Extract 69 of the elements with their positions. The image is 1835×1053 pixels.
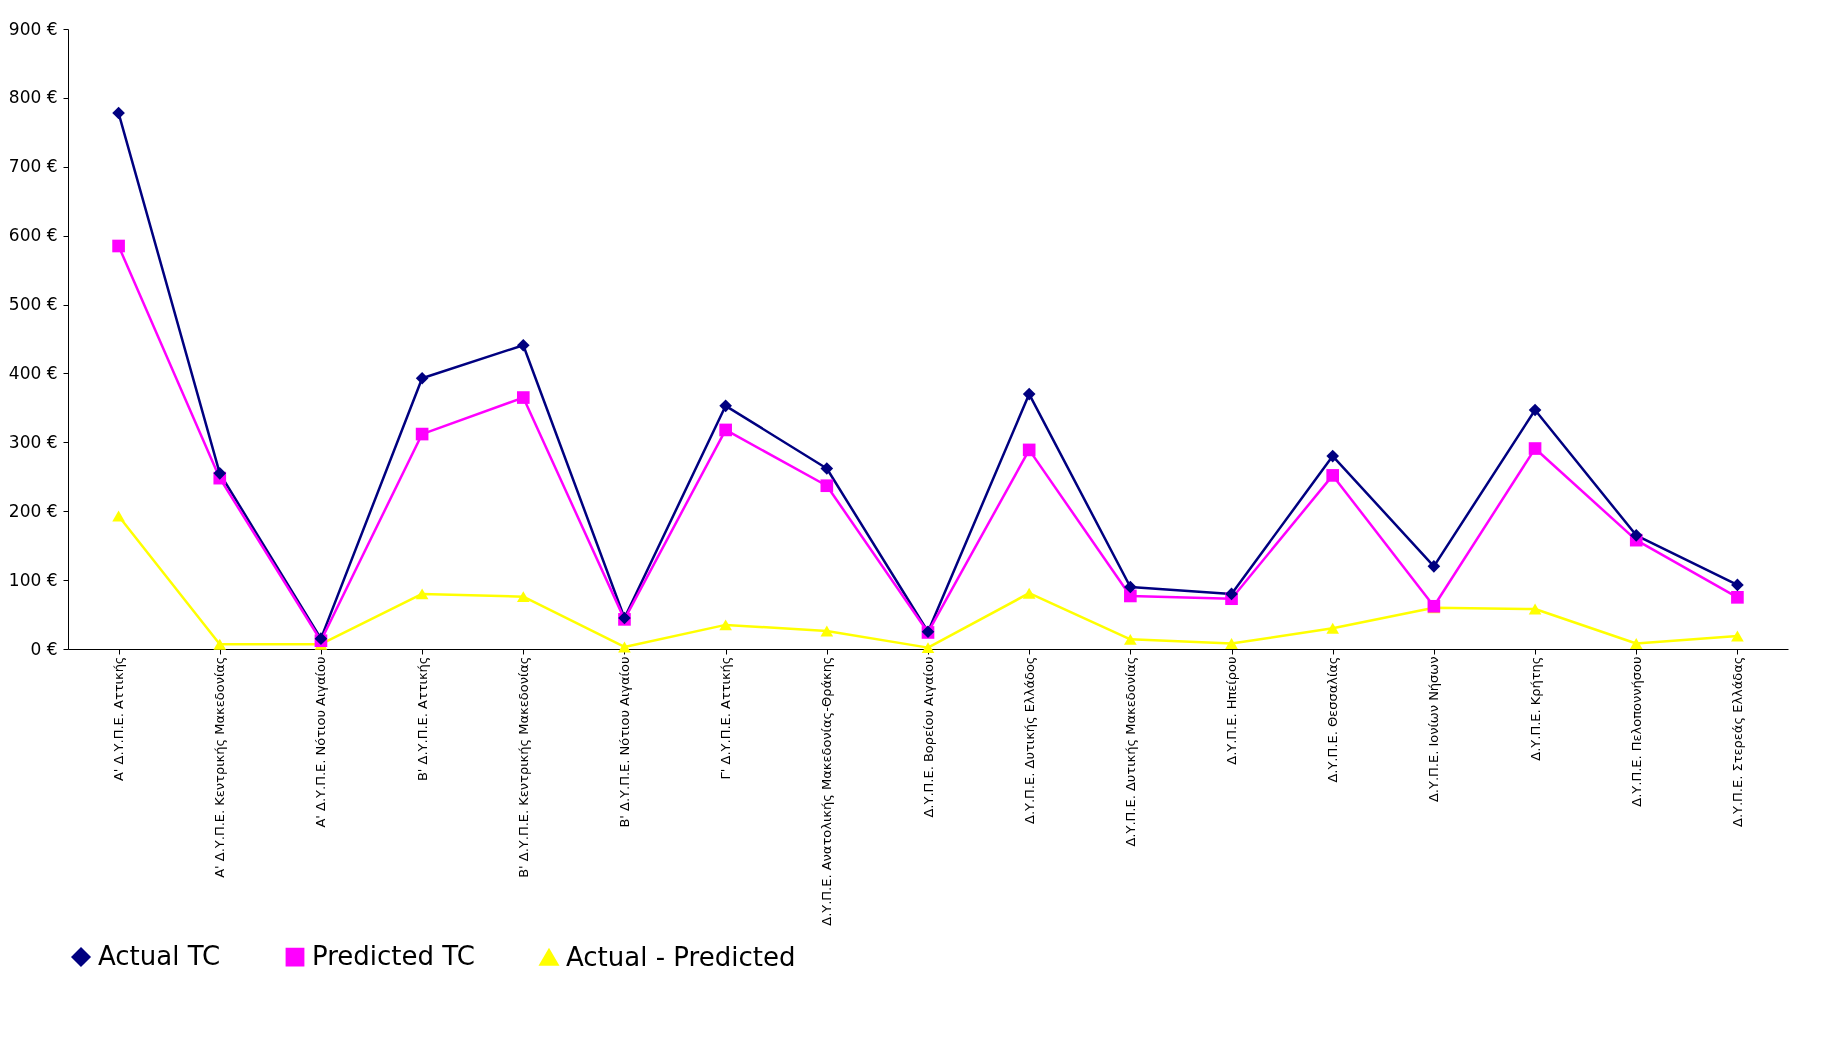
x-tick-label: Δ.Υ.Π.Ε. Δυτικής Μακεδονίας [1122,656,1138,847]
point [1326,469,1340,482]
point [516,591,530,603]
x-tick-label: Δ.Υ.Π.Ε. Κρήτης [1527,656,1543,761]
point [1528,603,1542,615]
point [820,625,834,637]
x-tick-label: Δ.Υ.Π.Ε. Πελοποννήσου [1628,656,1644,807]
point [112,239,125,253]
y-tick-label: 500 € [8,294,58,315]
point [112,106,125,120]
point [1528,442,1542,455]
point [1326,622,1340,634]
x-tick-label: Β' Δ.Υ.Π.Ε. Κεντρικής Μακεδονίας [515,656,531,878]
legend-label: Actual TC [98,941,221,972]
point [1731,591,1744,604]
y-tick-label: 100 € [8,569,58,590]
point [1225,638,1238,649]
point [1731,630,1744,642]
x-tick-label: Γ' Δ.Υ.Π.Ε. Αττικής [718,656,734,780]
point [1022,587,1036,599]
x-tick-label: Δ.Υ.Π.Ε. Ιονίων Νήσων [1426,656,1442,803]
x-tick-label: Δ.Υ.Π.Ε. Ανατολικής Μακεδονίας-Θράκης [819,656,835,926]
point [618,641,631,653]
y-tick-label: 800 € [8,87,58,108]
point [415,427,429,441]
x-tick-label: Α' Δ.Υ.Π.Ε. Κεντρικής Μακεδονίας [212,656,228,878]
y-tick-label: 400 € [8,362,58,383]
point [516,391,530,404]
point [112,510,125,522]
x-tick-label: Δ.Υ.Π.Ε. Δυτικής Ελλάδος [1021,656,1037,824]
point [820,462,834,475]
x-tick-label: Δ.Υ.Π.Ε. Ηπείρου [1224,656,1240,765]
point [1427,560,1441,573]
x-tick-label: Α' Δ.Υ.Π.Ε. Αττικής [111,656,127,782]
point [213,467,227,480]
point [1731,578,1744,592]
y-tick-label: 600 € [8,225,58,246]
point [415,371,429,385]
point [1022,443,1036,457]
point [1124,633,1137,645]
point [1022,387,1036,401]
point [921,642,935,654]
point [1124,580,1137,594]
y-tick-label: 300 € [8,431,58,452]
point [213,638,227,650]
point [719,423,732,437]
x-tick-label: Β' Δ.Υ.Π.Ε. Αττικής [414,656,430,782]
point [1124,589,1137,603]
y-tick-label: 900 € [8,18,58,39]
legend-label: Predicted TC [312,941,475,972]
point [415,588,429,600]
point [1629,529,1643,542]
x-tick-label: Δ.Υ.Π.Ε. Θεσσαλίας [1325,656,1341,783]
y-tick-label: 700 € [8,156,58,177]
point [1528,403,1542,417]
y-tick-label: 0 € [30,638,58,659]
point [820,479,834,493]
x-tick-label: Δ.Υ.Π.Ε. Βορείου Αιγαίου [920,656,936,818]
x-tick-label: Α' Δ.Υ.Π.Ε. Νότιου Αιγαίου [313,656,329,828]
point [1326,449,1340,463]
point [719,399,732,413]
y-tick-label: 200 € [8,500,58,521]
point [516,338,530,352]
x-tick-label: Δ.Υ.Π.Ε. Στερεάς Ελλάδας [1729,656,1745,827]
point [1629,638,1643,649]
point [1225,587,1238,601]
x-tick-label: Β' Δ.Υ.Π.Ε. Νότιου Αιγαίου [616,656,632,828]
point [719,619,732,631]
legend-label: Actual - Predicted [566,941,796,972]
